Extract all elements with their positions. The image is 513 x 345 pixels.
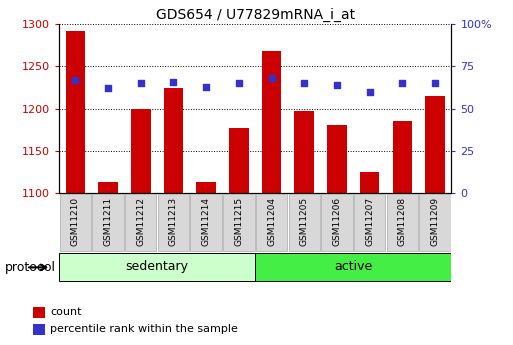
FancyBboxPatch shape bbox=[92, 194, 124, 251]
Text: count: count bbox=[50, 307, 82, 317]
Bar bbox=[262, 51, 281, 193]
FancyBboxPatch shape bbox=[59, 253, 255, 282]
Bar bbox=[229, 128, 249, 193]
Bar bbox=[33, 307, 45, 318]
Text: GSM11210: GSM11210 bbox=[71, 197, 80, 246]
Bar bbox=[33, 324, 45, 335]
Text: GSM11211: GSM11211 bbox=[104, 197, 112, 246]
Bar bbox=[196, 182, 216, 193]
Point bbox=[71, 77, 80, 83]
FancyBboxPatch shape bbox=[256, 194, 287, 251]
FancyBboxPatch shape bbox=[255, 253, 451, 282]
Point bbox=[235, 80, 243, 86]
Text: percentile rank within the sample: percentile rank within the sample bbox=[50, 325, 238, 334]
Text: active: active bbox=[334, 260, 372, 273]
Text: GSM11204: GSM11204 bbox=[267, 197, 276, 246]
Bar bbox=[164, 88, 183, 193]
FancyBboxPatch shape bbox=[387, 194, 418, 251]
Point bbox=[202, 84, 210, 89]
FancyBboxPatch shape bbox=[158, 194, 189, 251]
Bar bbox=[360, 172, 380, 193]
Title: GDS654 / U77829mRNA_i_at: GDS654 / U77829mRNA_i_at bbox=[155, 8, 355, 22]
FancyBboxPatch shape bbox=[321, 194, 352, 251]
Point bbox=[366, 89, 374, 95]
Text: GSM11213: GSM11213 bbox=[169, 197, 178, 246]
Text: GSM11214: GSM11214 bbox=[202, 197, 211, 246]
Point bbox=[169, 79, 177, 85]
Bar bbox=[66, 31, 85, 193]
Bar bbox=[131, 109, 150, 193]
FancyBboxPatch shape bbox=[354, 194, 385, 251]
Text: GSM11206: GSM11206 bbox=[332, 197, 342, 246]
Text: GSM11209: GSM11209 bbox=[430, 197, 440, 246]
Point bbox=[398, 80, 406, 86]
Point bbox=[104, 86, 112, 91]
Text: GSM11207: GSM11207 bbox=[365, 197, 374, 246]
Point bbox=[300, 80, 308, 86]
FancyBboxPatch shape bbox=[420, 194, 451, 251]
Point bbox=[431, 80, 439, 86]
Point bbox=[136, 80, 145, 86]
FancyBboxPatch shape bbox=[60, 194, 91, 251]
Text: GSM11205: GSM11205 bbox=[300, 197, 309, 246]
Point bbox=[267, 76, 275, 81]
Bar bbox=[294, 111, 314, 193]
FancyBboxPatch shape bbox=[223, 194, 254, 251]
FancyBboxPatch shape bbox=[125, 194, 156, 251]
Text: GSM11208: GSM11208 bbox=[398, 197, 407, 246]
Bar bbox=[327, 125, 347, 193]
FancyBboxPatch shape bbox=[289, 194, 320, 251]
Bar bbox=[98, 182, 118, 193]
Bar bbox=[425, 96, 445, 193]
Text: protocol: protocol bbox=[5, 261, 56, 274]
FancyBboxPatch shape bbox=[190, 194, 222, 251]
Text: sedentary: sedentary bbox=[126, 260, 189, 273]
Text: GSM11212: GSM11212 bbox=[136, 197, 145, 246]
Bar bbox=[392, 120, 412, 193]
Point bbox=[333, 82, 341, 88]
Text: GSM11215: GSM11215 bbox=[234, 197, 243, 246]
